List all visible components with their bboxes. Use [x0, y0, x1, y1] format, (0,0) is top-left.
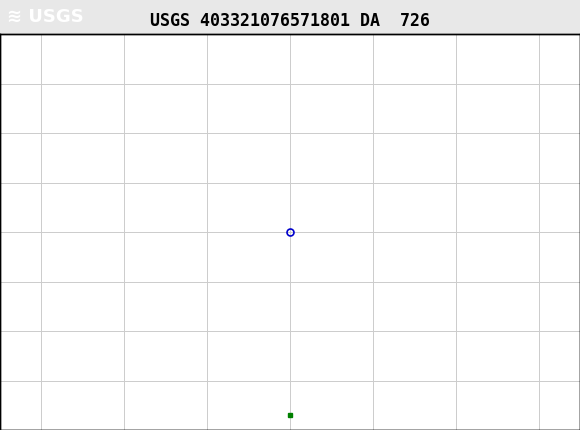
Text: ≋ USGS: ≋ USGS: [7, 8, 84, 26]
Title: USGS 403321076571801 DA  726: USGS 403321076571801 DA 726: [150, 12, 430, 30]
